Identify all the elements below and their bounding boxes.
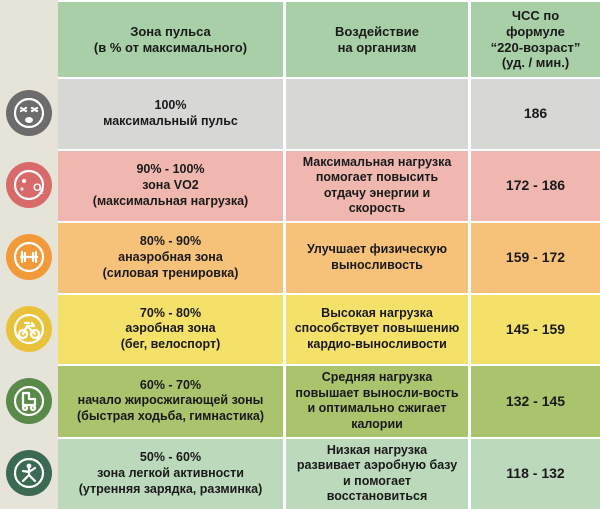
hr-cell: 186	[468, 79, 600, 149]
hr-value: 172 - 186	[506, 177, 565, 195]
hr-cell: 159 - 172	[468, 223, 600, 293]
icon-column: O2	[0, 0, 58, 509]
hr-cell: 145 - 159	[468, 295, 600, 365]
icon-header-spacer	[0, 0, 58, 77]
effect-text: Максимальная нагрузка помогает повысить …	[294, 155, 460, 218]
effect-cell: Максимальная нагрузка помогает повысить …	[283, 151, 468, 222]
zone-row: 70% - 80%аэробная зона(бег, велоспорт)Вы…	[58, 293, 600, 365]
header-effect: Воздействиена организм	[283, 2, 468, 77]
hr-value: 145 - 159	[506, 321, 565, 339]
icon-cell	[0, 293, 58, 365]
zone-row: 100%максимальный пульс 186	[58, 77, 600, 149]
header-hr: ЧСС поформуле“220-возраст”(уд. / мин.)	[468, 2, 600, 77]
effect-text: Средняя нагрузка повышает выносли-вость …	[294, 370, 460, 433]
effect-text: Высокая нагрузка способствует повышению …	[294, 306, 460, 353]
zone-percent: 90% - 100%	[136, 162, 204, 178]
icon-cell	[0, 437, 58, 509]
zone-cell: 90% - 100%зона VO2(максимальная нагрузка…	[58, 151, 283, 222]
zone-name: зона VO2	[142, 178, 199, 194]
zone-name: аэробная зона	[125, 321, 215, 337]
effect-cell: Средняя нагрузка повышает выносли-вость …	[283, 366, 468, 437]
zone-sub: (максимальная нагрузка)	[93, 194, 248, 210]
zone-sub: (силовая тренировка)	[103, 266, 239, 282]
zone-sub: (бег, велоспорт)	[121, 337, 221, 353]
effect-cell: Высокая нагрузка способствует повышению …	[283, 295, 468, 365]
effect-cell	[283, 79, 468, 149]
hr-value: 132 - 145	[506, 393, 565, 411]
effect-cell: Улучшает физическую выносливость	[283, 223, 468, 293]
icon-cell	[0, 221, 58, 293]
zone-cell: 100%максимальный пульс	[58, 79, 283, 149]
zones-table: Зона пульса(в % от максимального) Воздей…	[58, 0, 600, 509]
zone-name: анаэробная зона	[118, 250, 223, 266]
zone-row: 80% - 90%анаэробная зона(силовая трениро…	[58, 221, 600, 293]
zone-name: максимальный пульс	[103, 114, 238, 130]
zone-percent: 70% - 80%	[140, 306, 201, 322]
zone-cell: 80% - 90%анаэробная зона(силовая трениро…	[58, 223, 283, 293]
hr-value: 186	[524, 105, 547, 123]
zone-row: 50% - 60%зона легкой активности(утренняя…	[58, 437, 600, 509]
zone-name: зона легкой активности	[97, 466, 244, 482]
hr-cell: 118 - 132	[468, 439, 600, 509]
hr-cell: 172 - 186	[468, 151, 600, 222]
zone-row: 90% - 100%зона VO2(максимальная нагрузка…	[58, 149, 600, 222]
bicycle-icon	[6, 306, 52, 352]
zone-row: 60% - 70%начало жиросжигающей зоны(быстр…	[58, 364, 600, 437]
hr-value: 118 - 132	[506, 465, 564, 483]
hr-zones-infographic: O2 Зона пульса(в % от максимального) Воз…	[0, 0, 600, 509]
icon-cell	[0, 365, 58, 437]
hr-value: 159 - 172	[506, 249, 565, 267]
zone-cell: 50% - 60%зона легкой активности(утренняя…	[58, 439, 283, 509]
icon-cell: O2	[0, 149, 58, 221]
effect-text: Улучшает физическую выносливость	[294, 242, 460, 273]
dumbbell-icon	[6, 234, 52, 280]
zone-percent: 80% - 90%	[140, 234, 201, 250]
zone-percent: 60% - 70%	[140, 378, 201, 394]
svg-text:2: 2	[40, 189, 44, 196]
zone-percent: 50% - 60%	[140, 450, 201, 466]
o2-bubble-icon: O2	[6, 162, 52, 208]
effect-text: Низкая нагрузка развивает аэробную базу …	[294, 443, 460, 506]
header-row: Зона пульса(в % от максимального) Воздей…	[58, 0, 600, 77]
face-exhausted-icon	[6, 90, 52, 136]
yoga-pose-icon	[6, 450, 52, 496]
zone-sub: (утренняя зарядка, разминка)	[79, 482, 262, 498]
icon-cell	[0, 77, 58, 149]
header-zone: Зона пульса(в % от максимального)	[58, 2, 283, 77]
zone-cell: 70% - 80%аэробная зона(бег, велоспорт)	[58, 295, 283, 365]
zone-percent: 100%	[155, 98, 187, 114]
zone-cell: 60% - 70%начало жиросжигающей зоны(быстр…	[58, 366, 283, 437]
rollerskate-icon	[6, 378, 52, 424]
zone-name: начало жиросжигающей зоны	[78, 393, 264, 409]
effect-cell: Низкая нагрузка развивает аэробную базу …	[283, 439, 468, 509]
hr-cell: 132 - 145	[468, 366, 600, 437]
zone-sub: (быстрая ходьба, гимнастика)	[77, 409, 264, 425]
